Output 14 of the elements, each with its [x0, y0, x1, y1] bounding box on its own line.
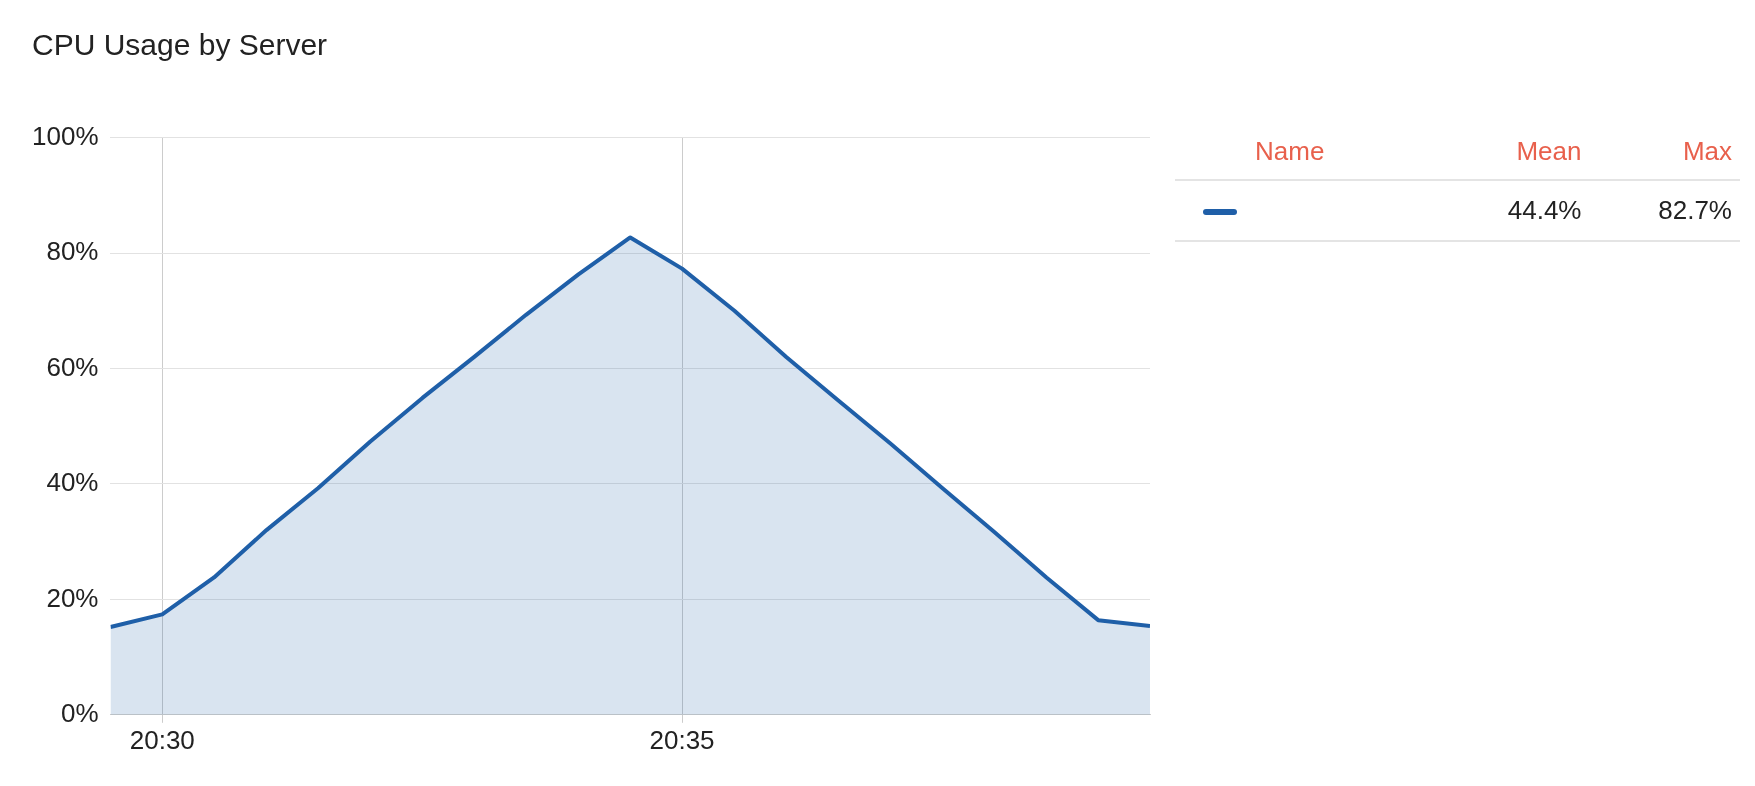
- y-tick-label: 20%: [46, 582, 99, 613]
- y-tick-label: 0%: [60, 697, 99, 728]
- y-tick-label: 40%: [46, 467, 99, 498]
- text: Mean: [1438, 130, 1590, 180]
- y-tick-label: 100%: [32, 120, 99, 151]
- y-tick-label: 60%: [46, 351, 99, 382]
- text: Name: [1175, 130, 1439, 180]
- chart-title: CPU Usage by Server: [32, 28, 328, 62]
- text: Max: [1589, 130, 1740, 180]
- x-tick-label: 20:30: [129, 724, 195, 755]
- text: 82.7%: [1589, 180, 1740, 241]
- x-tick-label: 20:35: [649, 724, 715, 755]
- y-tick-label: 80%: [46, 236, 99, 267]
- text: 44.4%: [1438, 180, 1590, 241]
